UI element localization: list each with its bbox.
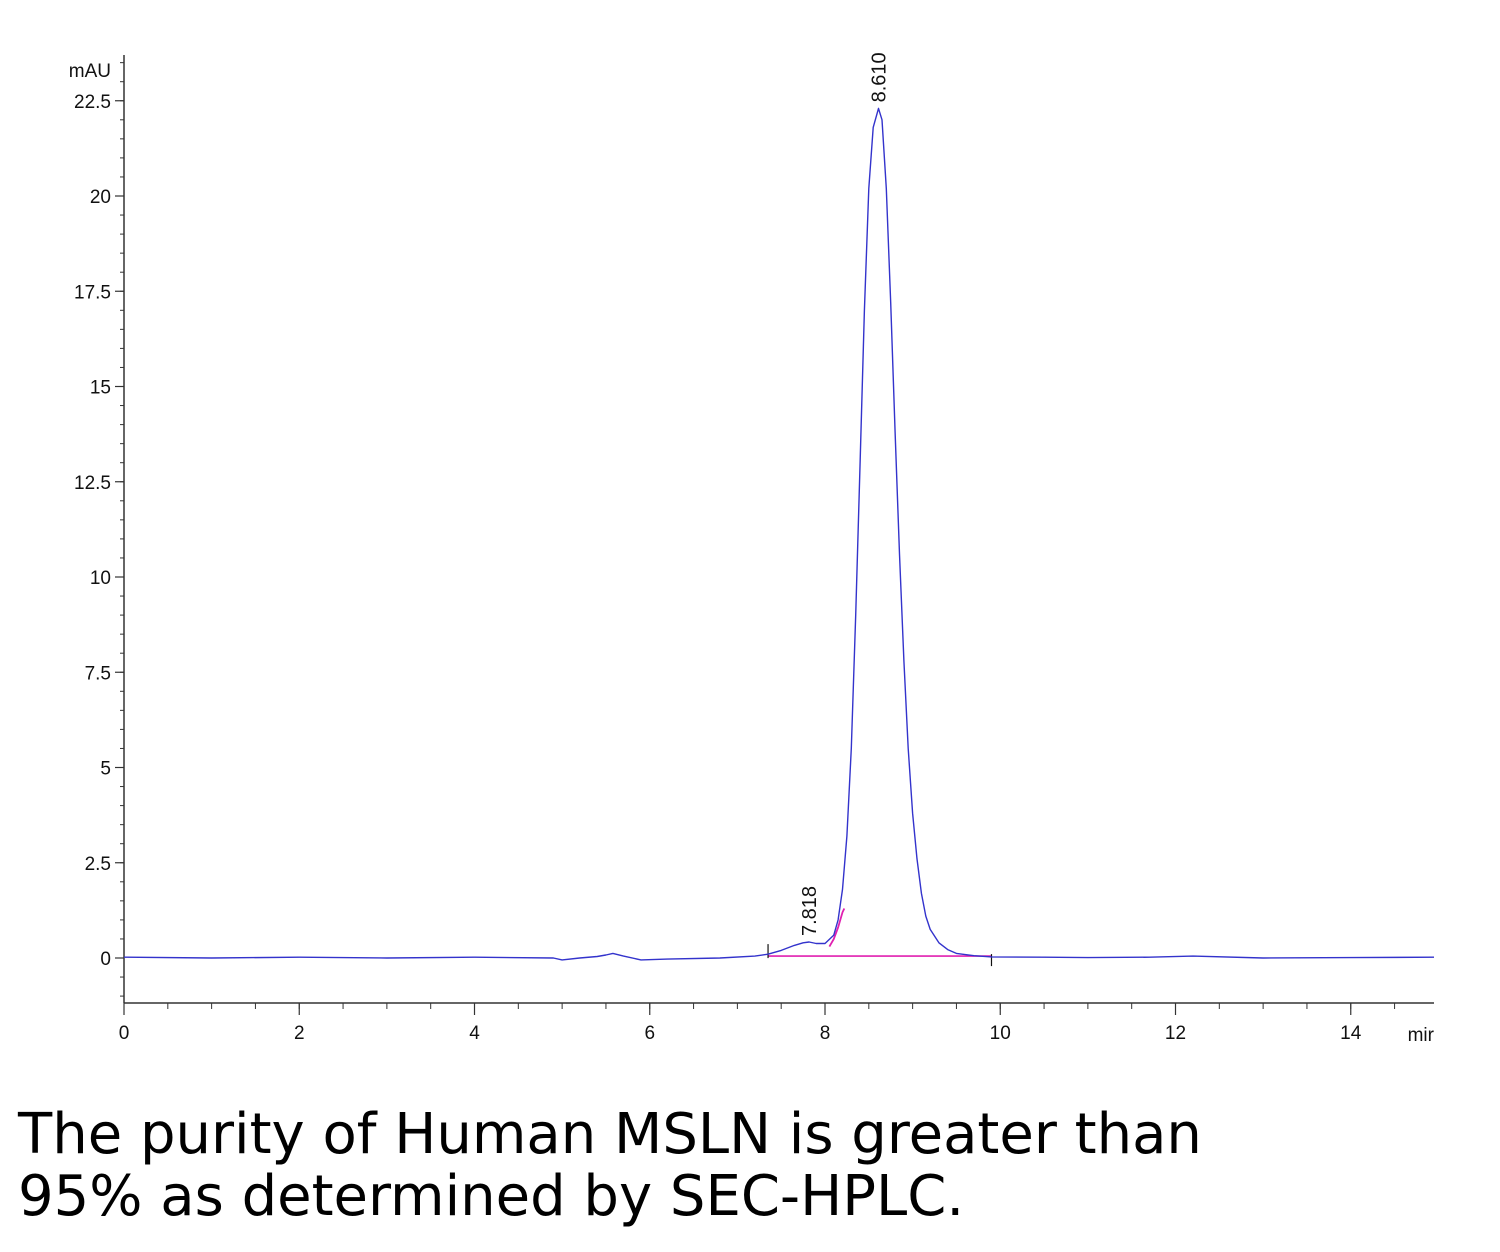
chromatogram-svg: 0 2.5 5 7.5 10 12.5 15 17.5 20 22.5 mAU 0 2 4 6 8 10 12 14… <box>69 52 1435 1046</box>
y-tick-label: 15 <box>90 378 111 399</box>
y-axis-unit-label: mAU <box>69 61 111 82</box>
x-tick-label: 2 <box>294 1023 305 1044</box>
chromatogram-chart: 0 2.5 5 7.5 10 12.5 15 17.5 20 22.5 mAU 0 2 4 6 8 10 12 14… <box>69 52 1435 1046</box>
x-tick-label: 4 <box>469 1023 480 1044</box>
y-tick-label: 22.5 <box>74 92 111 113</box>
caption-line-2: 95% as determined by SEC-HPLC. <box>18 1164 965 1229</box>
peak-label: 8.610 <box>868 52 890 102</box>
y-tick-label: 12.5 <box>74 473 111 494</box>
y-tick-label: 0 <box>100 949 111 970</box>
y-tick-label: 5 <box>100 759 111 780</box>
y-tick-label: 17.5 <box>74 282 111 303</box>
y-tick-label: 20 <box>90 187 111 208</box>
y-tick-label: 2.5 <box>85 854 111 875</box>
x-axis-unit-label: mir <box>1408 1025 1435 1046</box>
integration-split-line <box>828 908 846 948</box>
x-tick-label: 14 <box>1340 1023 1362 1044</box>
caption: The purity of Human MSLN is greater than… <box>18 1104 1318 1228</box>
caption-line-1: The purity of Human MSLN is greater than <box>18 1102 1202 1167</box>
x-tick-label: 6 <box>644 1023 655 1044</box>
y-tick-label: 10 <box>90 568 111 589</box>
x-tick-label: 0 <box>119 1023 130 1044</box>
x-tick-label: 8 <box>820 1023 831 1044</box>
x-tick-label: 10 <box>990 1023 1011 1044</box>
peak-label: 7.818 <box>799 886 821 936</box>
chromatogram-trace-0 <box>123 107 1435 961</box>
y-tick-label: 7.5 <box>85 663 111 684</box>
x-tick-label: 12 <box>1165 1023 1186 1044</box>
